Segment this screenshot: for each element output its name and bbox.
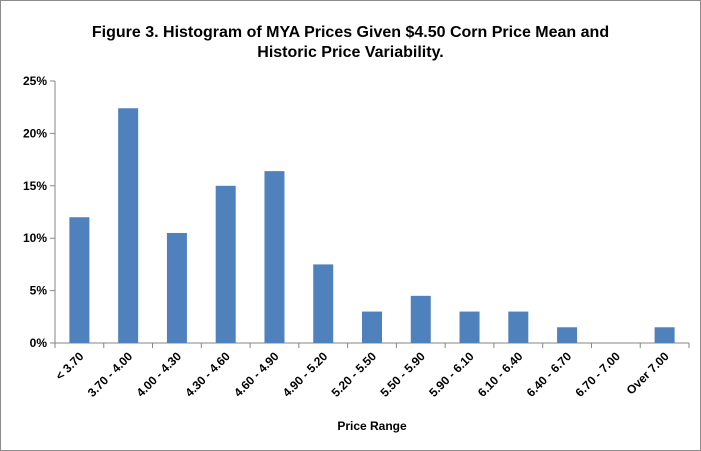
y-tick-label: 20% [23,126,47,140]
x-tick-label: 4.30 - 4.60 [182,349,233,400]
y-tick-label: 25% [23,74,47,88]
x-tick-label: 5.50 - 5.90 [377,349,428,400]
x-tick-label: 4.00 - 4.30 [134,349,185,400]
x-tick-label: 5.90 - 6.10 [426,349,477,400]
x-tick-label: 6.40 - 6.70 [524,349,575,400]
x-tick-labels: < 3.703.70 - 4.004.00 - 4.304.30 - 4.604… [53,349,672,400]
chart-title-line-2: Historic Price Variability. [257,44,444,61]
bars [69,108,675,343]
chart-title: Figure 3. Histogram of MYA Prices Given … [1,23,700,63]
x-tick-label: 3.70 - 4.00 [85,349,136,400]
bar [557,327,578,343]
axes [50,80,690,348]
bar [118,108,139,343]
y-tick-label: 0% [30,336,48,350]
chart-title-line-1: Figure 3. Histogram of MYA Prices Given … [91,24,610,41]
y-tick-label: 5% [30,284,48,298]
x-tick-label: Over 7.00 [624,349,672,397]
x-tick-label: 4.90 - 5.20 [280,349,331,400]
y-tick-labels: 0% 5% 10% 15% 20% 25% [23,74,47,350]
x-tick-label: < 3.70 [53,349,87,383]
x-axis-label: Price Range [337,419,407,433]
bar [362,311,382,343]
bar [654,327,675,343]
bar [459,311,480,343]
bar [166,232,187,343]
x-tick-label: 5.20 - 5.50 [329,349,380,400]
y-tick-label: 15% [23,179,47,193]
bar [69,217,90,343]
x-tick-label: 6.70 - 7.00 [572,349,623,400]
bar [313,264,334,343]
bar [264,171,285,343]
x-tick-label: 6.10 - 6.40 [475,349,526,400]
bar [410,295,431,343]
bar [215,185,236,343]
bar [508,311,529,343]
x-tick-label: 4.60 - 4.90 [231,349,282,400]
y-tick-label: 10% [23,231,47,245]
